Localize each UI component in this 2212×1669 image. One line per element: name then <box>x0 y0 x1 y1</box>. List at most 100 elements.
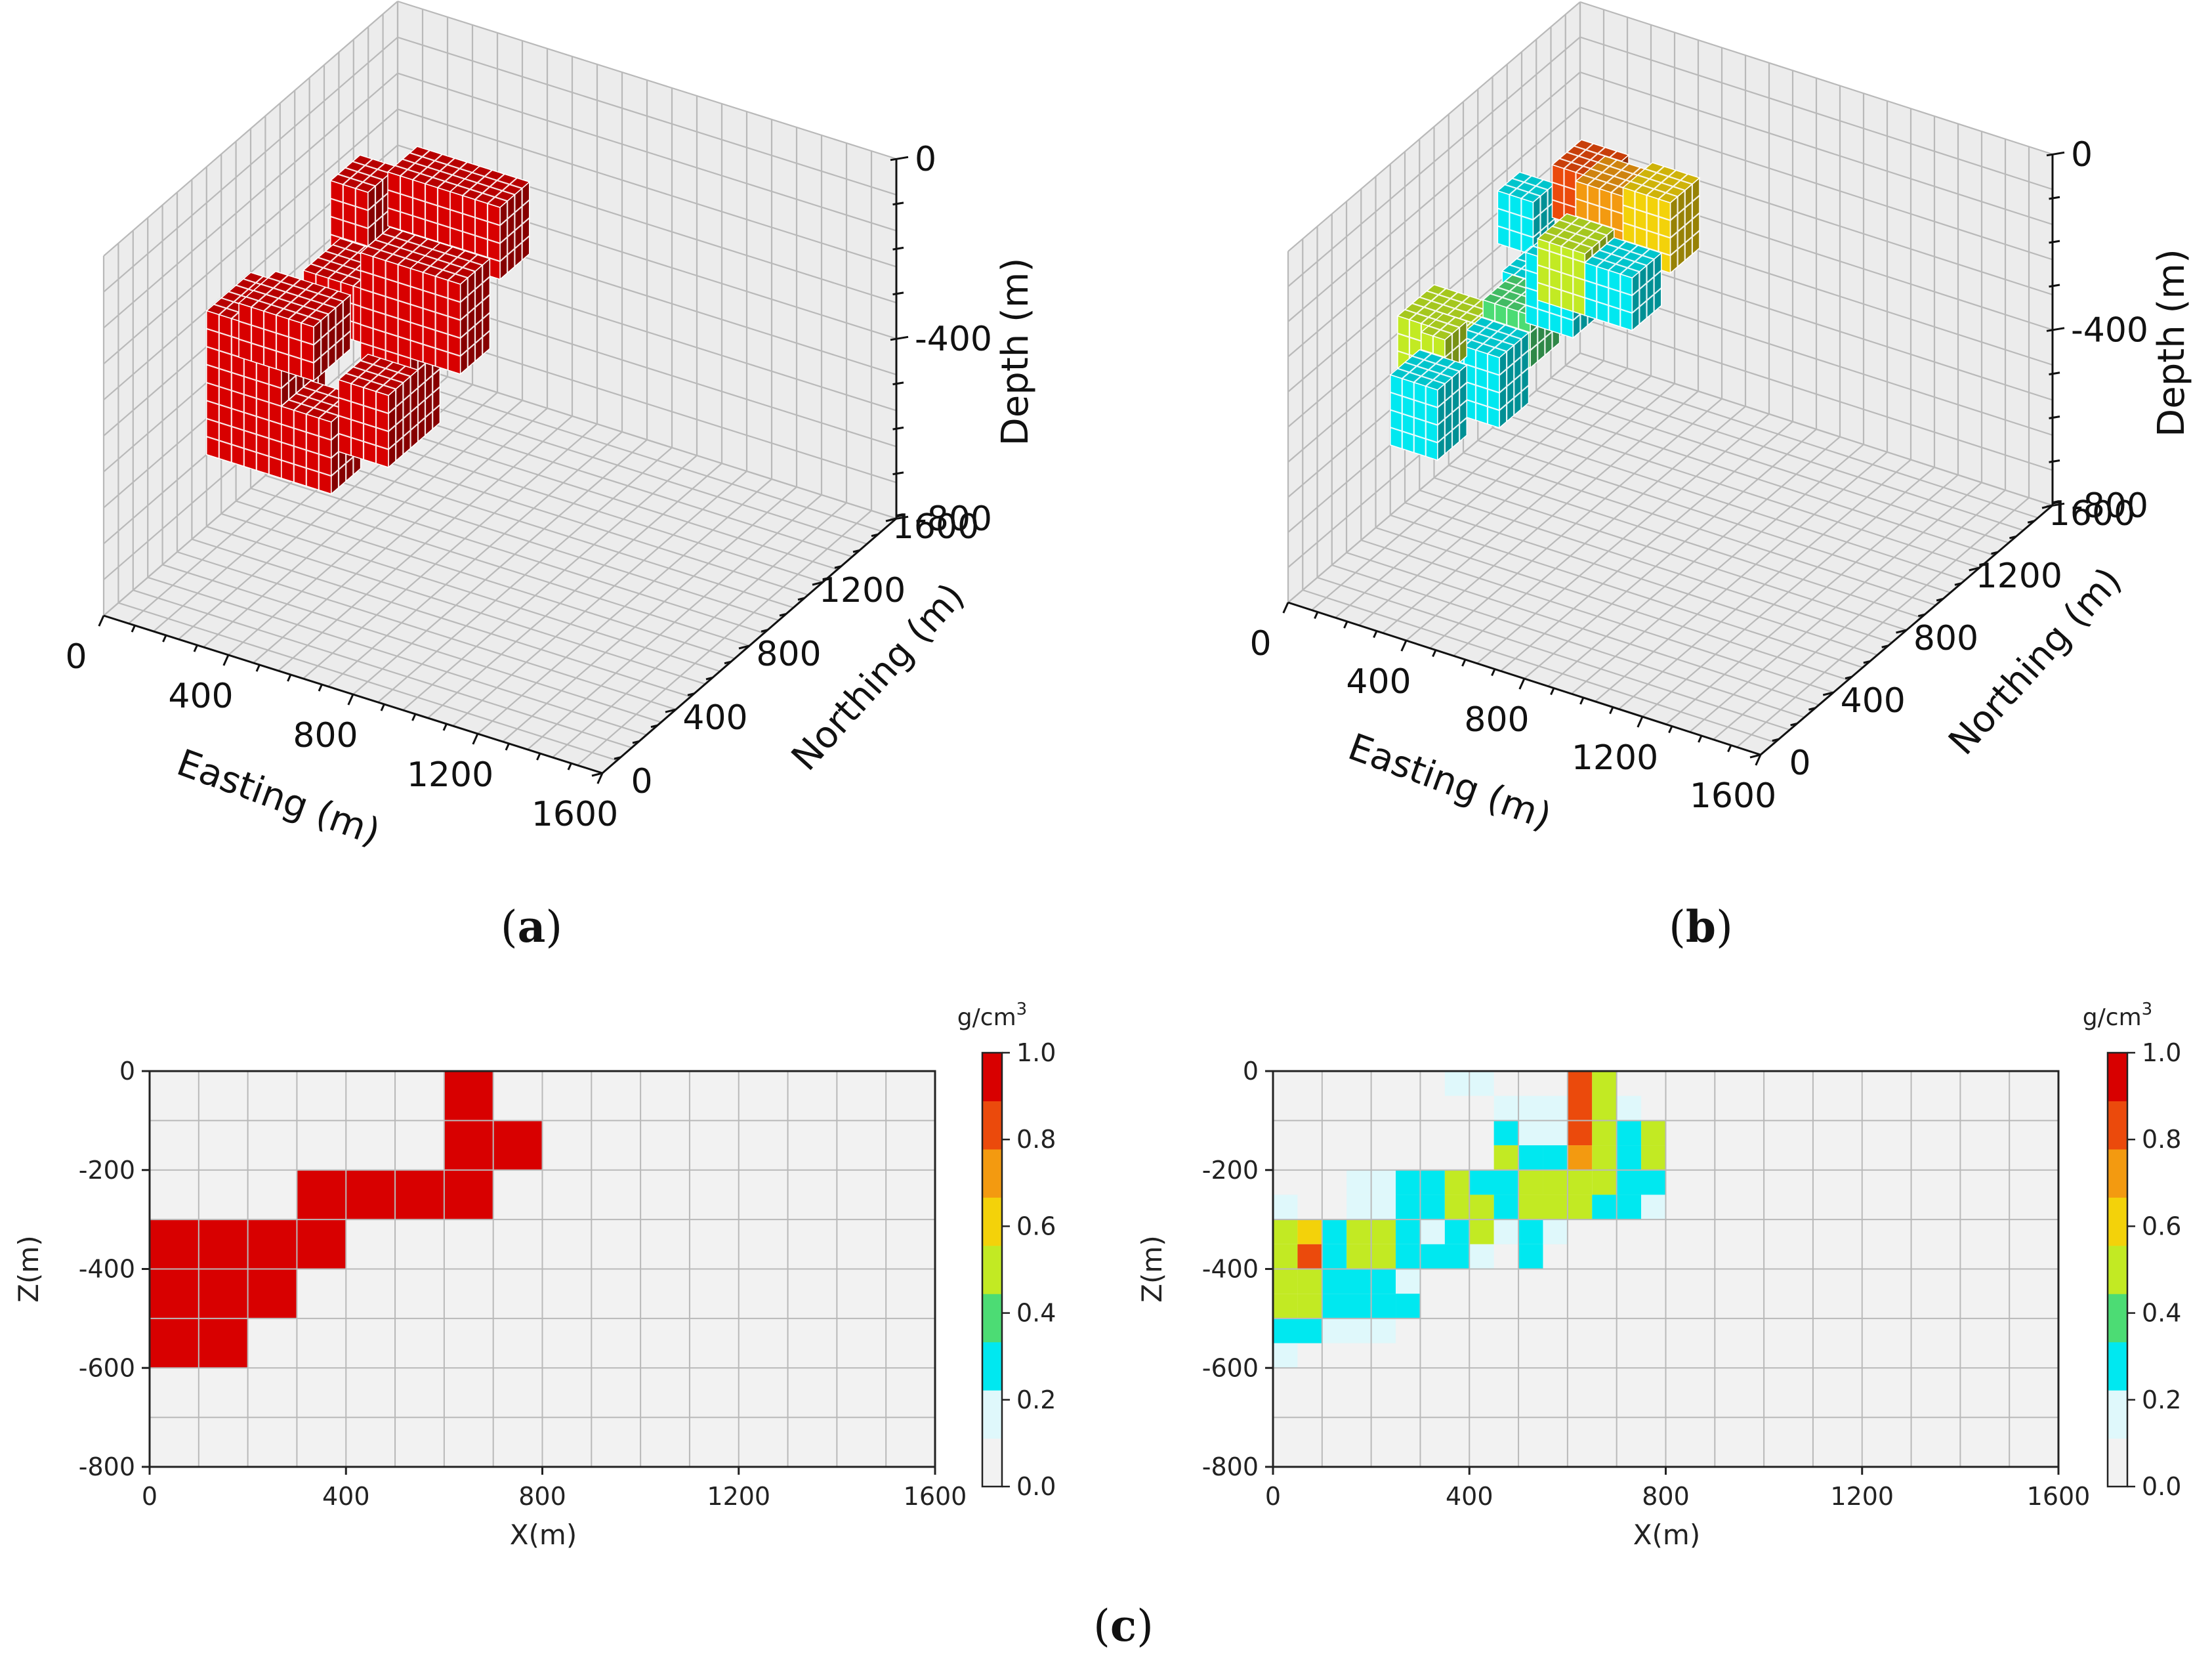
density-cell <box>1493 1120 1519 1146</box>
floor-gridline <box>147 576 647 736</box>
voxel-line <box>330 234 369 247</box>
voxel-line <box>1532 218 1556 238</box>
floor-gridline <box>1477 439 1951 594</box>
voxel-line <box>261 283 336 308</box>
back-gridline <box>397 36 897 196</box>
voxel-block <box>337 353 419 469</box>
z-tick <box>2046 327 2065 332</box>
density-cell <box>1592 1145 1617 1170</box>
y-tick <box>1822 691 1834 696</box>
colorbar-swatch <box>982 1438 1002 1487</box>
back-gridline <box>1579 317 2053 471</box>
y-tick <box>1749 753 1761 759</box>
colorbar-swatch <box>982 1390 1002 1439</box>
x-tick-label: 1600 <box>904 1482 967 1511</box>
x-tick <box>1400 640 1408 652</box>
z-tick <box>2046 502 2065 508</box>
unit-base: g/cm <box>957 1004 1016 1031</box>
voxel-blocks <box>1389 139 1701 461</box>
floor-gridline <box>1521 402 1995 557</box>
y-tick-label: 0 <box>631 762 652 801</box>
floor-gridline <box>220 513 720 672</box>
y-axis-label: Z(m) <box>1136 1235 1168 1302</box>
voxel-line <box>1466 329 1514 346</box>
y-tick <box>779 613 787 617</box>
density-cell <box>444 1170 493 1220</box>
colorbar-tick-label: 0.0 <box>2142 1472 2181 1501</box>
z-tick <box>2049 284 2060 288</box>
voxel-line <box>1532 200 1556 221</box>
voxel-line <box>206 417 282 443</box>
voxel-line <box>1419 296 1491 321</box>
colorbar-unit-label: g/cm3 <box>2083 1000 2152 1031</box>
y-tick <box>614 756 621 760</box>
z-tick <box>2049 415 2060 419</box>
voxel-line <box>338 415 389 433</box>
colorbar-tick-label: 0.8 <box>1016 1125 1056 1154</box>
density-cell <box>1592 1120 1617 1146</box>
voxel-line <box>410 303 461 321</box>
axis-ticks <box>98 156 909 784</box>
density-cell <box>1543 1170 1568 1195</box>
floor-gridline <box>280 462 780 622</box>
voxel-line <box>345 372 396 390</box>
density-cell <box>1322 1318 1396 1343</box>
unit-base: g/cm <box>2083 1004 2142 1031</box>
floor-gridline <box>118 602 617 761</box>
floor-gridline <box>236 500 735 660</box>
floor-gridline <box>250 487 750 647</box>
voxel-block <box>238 270 352 382</box>
density-cell <box>1641 1194 1666 1220</box>
x-tick-label: 1600 <box>1690 776 1776 816</box>
density-cell <box>1273 1219 1298 1244</box>
z-tick <box>2049 240 2060 244</box>
density-cell <box>1518 1120 1568 1146</box>
density-cell <box>1396 1244 1470 1269</box>
z-tick <box>892 291 904 296</box>
colorbar-tick-label: 0.8 <box>2142 1125 2181 1154</box>
voxel-line <box>1525 304 1574 322</box>
floor-gridline <box>265 475 764 634</box>
floor-gridline <box>1463 452 1936 606</box>
y-tick-label: -200 <box>1202 1156 1259 1185</box>
density-cell <box>1518 1194 1593 1220</box>
z-tick <box>2049 196 2060 200</box>
voxel-line <box>301 290 339 324</box>
voxel-line <box>1599 249 1647 266</box>
floor-gridline <box>294 449 794 608</box>
back-gridline <box>397 72 897 232</box>
voxel-line <box>1411 355 1460 372</box>
y-tick-label: 0 <box>119 1057 135 1086</box>
colorbar-tick-label: 0.0 <box>1016 1472 1056 1501</box>
x-tick <box>536 753 541 761</box>
left-gridline <box>1287 36 1581 287</box>
axis-ticks <box>1282 151 2065 766</box>
y-tick-label: 400 <box>682 698 747 738</box>
voxel-line <box>360 360 411 377</box>
floor-gridline <box>1360 539 1834 694</box>
y-tick <box>2027 520 2035 524</box>
voxel-cell-lines <box>1497 175 1556 251</box>
voxel-line <box>1497 225 1534 238</box>
back-gridline <box>397 360 897 520</box>
floor-gridline <box>1390 514 1864 669</box>
colorbar-swatch <box>2108 1197 2127 1246</box>
density-cell <box>1469 1244 1494 1269</box>
density-cell <box>1322 1294 1396 1319</box>
panel-b-3d-chart: 0400800120016000400800120016000-400-800E… <box>1249 1 2193 838</box>
y-tick <box>724 660 732 665</box>
floor-gridline <box>1404 501 1878 656</box>
x-axis-label: X(m) <box>510 1519 577 1551</box>
voxel-line <box>1421 349 1446 358</box>
colorbar-swatch <box>982 1245 1002 1294</box>
z-tick <box>2049 371 2060 375</box>
density-cell <box>1543 1145 1568 1170</box>
left-gridline <box>103 108 398 365</box>
floor-gridline <box>162 564 661 723</box>
floor-gridline <box>1317 576 1790 731</box>
y-tick <box>1863 660 1871 664</box>
density-cell <box>1322 1244 1347 1269</box>
voxel-line <box>1584 297 1633 314</box>
x-tick-label: 400 <box>322 1482 370 1511</box>
axis-ticks <box>1265 1070 2060 1475</box>
